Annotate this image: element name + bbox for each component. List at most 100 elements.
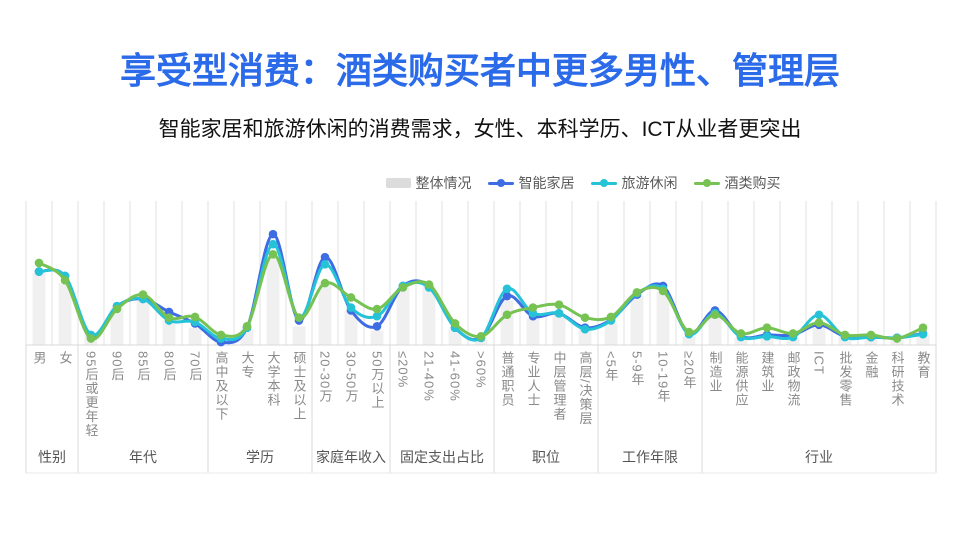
overall-bar [396,287,410,345]
category-label: 95后或更年轻 [83,351,99,438]
overall-bar [812,327,826,345]
category-label: 科研技术 [889,351,905,407]
overall-bar [318,283,332,345]
data-point [320,278,330,288]
data-point [632,288,642,297]
overall-bar [552,314,566,345]
data-point [268,249,278,259]
data-point [398,283,408,292]
overall-bar [604,323,618,345]
category-label: 批发零售 [837,351,853,407]
group-label: 学历 [246,449,274,465]
data-point [138,290,148,299]
data-point [710,310,720,320]
category-label: 建筑业 [759,351,775,393]
legend-item-1[interactable]: 整体情况 [385,173,472,193]
overall-bar [630,296,644,345]
category-label: 大学本科 [265,351,281,407]
data-point [320,252,330,262]
legend-item-3[interactable]: 旅游休闲 [590,173,678,193]
data-point [762,323,772,333]
overall-bar [448,329,462,345]
category-label: 制造业 [707,351,723,393]
overall-bar [760,337,774,345]
data-point [34,267,44,276]
group-label: 性别 [38,449,66,465]
category-label: ≥20年 [681,351,697,390]
data-point [840,330,850,340]
data-point [242,321,252,331]
overall-bar [578,327,592,345]
data-point [658,286,668,296]
category-label: 中层管理者 [551,351,567,421]
category-label: 21-40% [421,351,437,402]
data-point [34,258,44,268]
group-label: 职位 [532,449,560,465]
overall-bar [344,310,358,345]
data-point [762,332,772,341]
category-label: ICT [811,351,827,375]
data-point [372,321,382,331]
category-label: 教育 [915,351,931,379]
category-label: ≤20% [395,351,411,389]
data-point [814,318,824,327]
category-label: <5年 [603,351,619,382]
data-point [346,303,356,312]
data-point [580,324,590,334]
data-point [736,329,746,338]
overall-bar [708,316,722,345]
category-label: 30-50万 [343,351,359,404]
legend-item-label: 旅游休闲 [621,175,678,191]
overall-bar [500,300,514,345]
data-point [372,304,382,314]
overall-bar [526,317,540,345]
overall-bar [292,326,306,345]
data-point [892,334,902,343]
data-point [372,311,382,321]
data-point [216,330,226,340]
overall-bar [474,339,488,345]
legend-bar-swatch-icon [385,178,411,188]
data-point [112,304,122,314]
category-label: 高中及以下 [213,351,229,421]
data-point [320,260,330,269]
data-point [60,275,70,285]
legend-item-2[interactable]: 智能家居 [487,173,575,193]
overall-bar [864,337,878,345]
legend-line-marker-icon [590,178,617,188]
page-title: 享受型消费：酒类购买者中更多男性、管理层 [119,50,840,91]
page-subtitle: 智能家居和旅游休闲的消费需求，女性、本科学历、ICT从业者更突出 [158,118,802,141]
category-label: 80后 [161,351,177,382]
data-point [450,319,460,328]
category-label: 50万以上 [369,351,385,410]
group-label: 年代 [129,449,157,465]
data-point [502,291,512,301]
overall-bar [786,337,800,345]
data-point [918,329,928,339]
data-point [528,303,538,312]
legend-line-marker-icon [487,178,514,188]
overall-bar [266,257,280,345]
data-point [866,330,876,340]
group-label: 工作年限 [622,449,678,465]
category-label: 能源供应 [733,351,749,407]
data-point [164,313,174,322]
group-label: 固定支出占比 [400,449,484,465]
overall-bar [58,283,72,345]
category-label: 邮政物流 [785,351,801,407]
legend-item-4[interactable]: 酒类购买 [693,173,781,193]
data-point [476,332,486,341]
category-label: 70后 [187,351,203,382]
data-point [684,327,694,337]
category-label: 硕士及以上 [291,351,307,421]
data-point [424,280,434,289]
legend-line-marker-icon [693,178,720,188]
overall-bar [136,300,150,345]
data-point [294,313,304,322]
category-label: 大专 [239,351,255,379]
category-label: 女 [57,351,73,365]
category-label: 41-60% [447,351,463,402]
overall-bar [682,336,696,345]
category-label: 85后 [135,351,151,382]
